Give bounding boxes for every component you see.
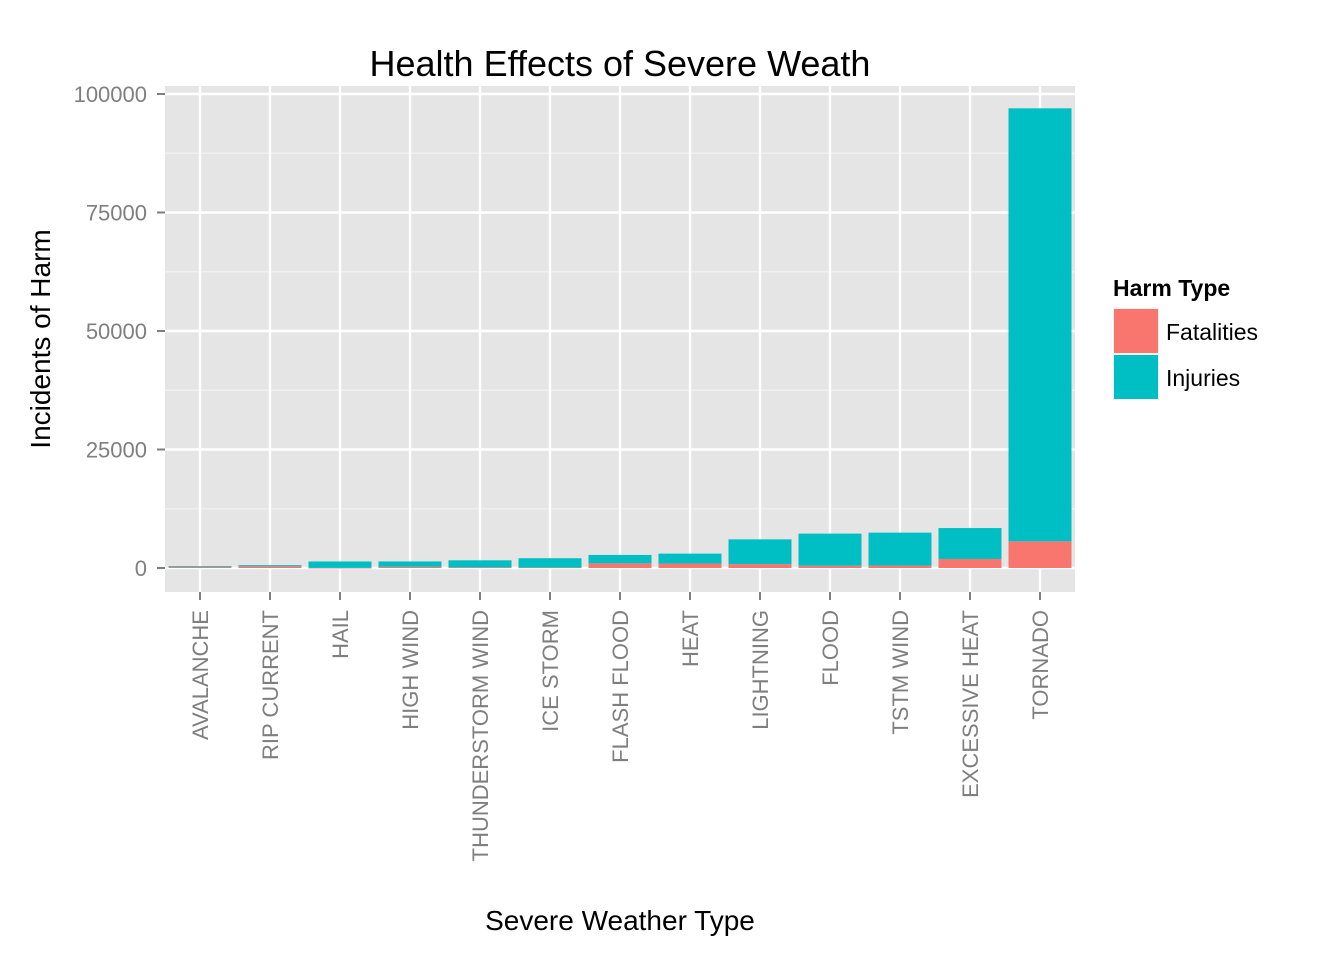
bar-injuries: TORNADO — Injuries: 91346 bbox=[1008, 108, 1072, 542]
bar-injuries: TSTM WIND — Injuries: 6957 bbox=[868, 532, 932, 566]
bar-fatalities: THUNDERSTORM WIND — Fatalities: 133 bbox=[448, 567, 512, 568]
chart-title: Health Effects of Severe Weath bbox=[370, 43, 871, 84]
y-axis-title: Incidents of Harm bbox=[25, 229, 56, 448]
bar-fatalities: HIGH WIND — Fatalities: 248 bbox=[378, 566, 442, 568]
bar-fatalities: TSTM WIND — Fatalities: 504 bbox=[868, 565, 932, 568]
x-tick-label: HEAT bbox=[678, 610, 703, 667]
bar-injuries: HIGH WIND — Injuries: 1137 bbox=[378, 561, 442, 567]
y-tick-label: 0 bbox=[135, 556, 147, 581]
bar-injuries: RIP CURRENT — Injuries: 232 bbox=[238, 565, 302, 567]
y-axis: 0 25000 50000 75000 100000 bbox=[74, 82, 165, 581]
legend-title: Harm Type bbox=[1113, 275, 1230, 301]
bar-injuries: EXCESSIVE HEAT — Injuries: 6525 bbox=[938, 528, 1002, 559]
y-tick-label: 100000 bbox=[74, 82, 147, 107]
bar-injuries: HAIL — Injuries: 1361 bbox=[308, 561, 372, 568]
x-tick-label: EXCESSIVE HEAT bbox=[958, 610, 983, 798]
legend-items: Fatalities Injuries bbox=[1113, 308, 1258, 400]
bars: AVALANCHE — Fatalities: 224AVALANCHE — I… bbox=[168, 108, 1072, 569]
bar-fatalities: LIGHTNING — Fatalities: 816 bbox=[728, 564, 792, 568]
x-tick-label: THUNDERSTORM WIND bbox=[468, 610, 493, 861]
legend-label-fatalities: Fatalities bbox=[1166, 319, 1258, 345]
x-tick-label: HAIL bbox=[328, 610, 353, 659]
legend-swatch-fatalities bbox=[1114, 309, 1158, 353]
x-tick-label: FLOOD bbox=[818, 610, 843, 686]
x-tick-label: ICE STORM bbox=[538, 610, 563, 732]
bar-fatalities: HEAT — Fatalities: 937 bbox=[658, 563, 722, 568]
y-tick-label: 50000 bbox=[86, 319, 147, 344]
y-tick-label: 75000 bbox=[86, 201, 147, 226]
x-tick-label: LIGHTNING bbox=[748, 610, 773, 730]
bar-injuries: FLOOD — Injuries: 6789 bbox=[798, 533, 862, 566]
legend-swatch-injuries bbox=[1114, 355, 1158, 399]
x-tick-label: RIP CURRENT bbox=[258, 610, 283, 760]
x-tick-label: HIGH WIND bbox=[398, 610, 423, 730]
bar-injuries: HEAT — Injuries: 2100 bbox=[658, 553, 722, 564]
bar-fatalities: FLASH FLOOD — Fatalities: 978 bbox=[588, 563, 652, 568]
bar-injuries: AVALANCHE — Injuries: 170 bbox=[168, 566, 232, 567]
bar-fatalities: FLOOD — Fatalities: 470 bbox=[798, 565, 862, 568]
legend: Harm Type Fatalities Injuries bbox=[1113, 275, 1258, 400]
x-axis-title: Severe Weather Type bbox=[485, 905, 755, 936]
bar-fatalities: TORNADO — Fatalities: 5633 bbox=[1008, 541, 1072, 568]
x-tick-label: FLASH FLOOD bbox=[608, 610, 633, 763]
bar-fatalities: EXCESSIVE HEAT — Fatalities: 1903 bbox=[938, 558, 1002, 568]
bar-fatalities: AVALANCHE — Fatalities: 224 bbox=[168, 566, 232, 568]
bar-injuries: LIGHTNING — Injuries: 5230 bbox=[728, 539, 792, 565]
bar-fatalities: RIP CURRENT — Fatalities: 368 bbox=[238, 566, 302, 568]
x-tick-label: TORNADO bbox=[1028, 610, 1053, 720]
x-tick-label: TSTM WIND bbox=[888, 610, 913, 735]
y-tick-label: 25000 bbox=[86, 438, 147, 463]
bar-fatalities: ICE STORM — Fatalities: 89 bbox=[518, 567, 582, 569]
x-axis: AVALANCHE RIP CURRENT HAIL HIGH WIND THUNDER… bbox=[188, 592, 1053, 861]
bar-injuries: ICE STORM — Injuries: 1975 bbox=[518, 558, 582, 568]
legend-label-injuries: Injuries bbox=[1166, 365, 1240, 391]
bar-fatalities: HAIL — Fatalities: 15 bbox=[308, 567, 372, 569]
bar-injuries: THUNDERSTORM WIND — Injuries: 1488 bbox=[448, 560, 512, 568]
x-tick-label: AVALANCHE bbox=[188, 610, 213, 740]
bar-injuries: FLASH FLOOD — Injuries: 1777 bbox=[588, 554, 652, 564]
